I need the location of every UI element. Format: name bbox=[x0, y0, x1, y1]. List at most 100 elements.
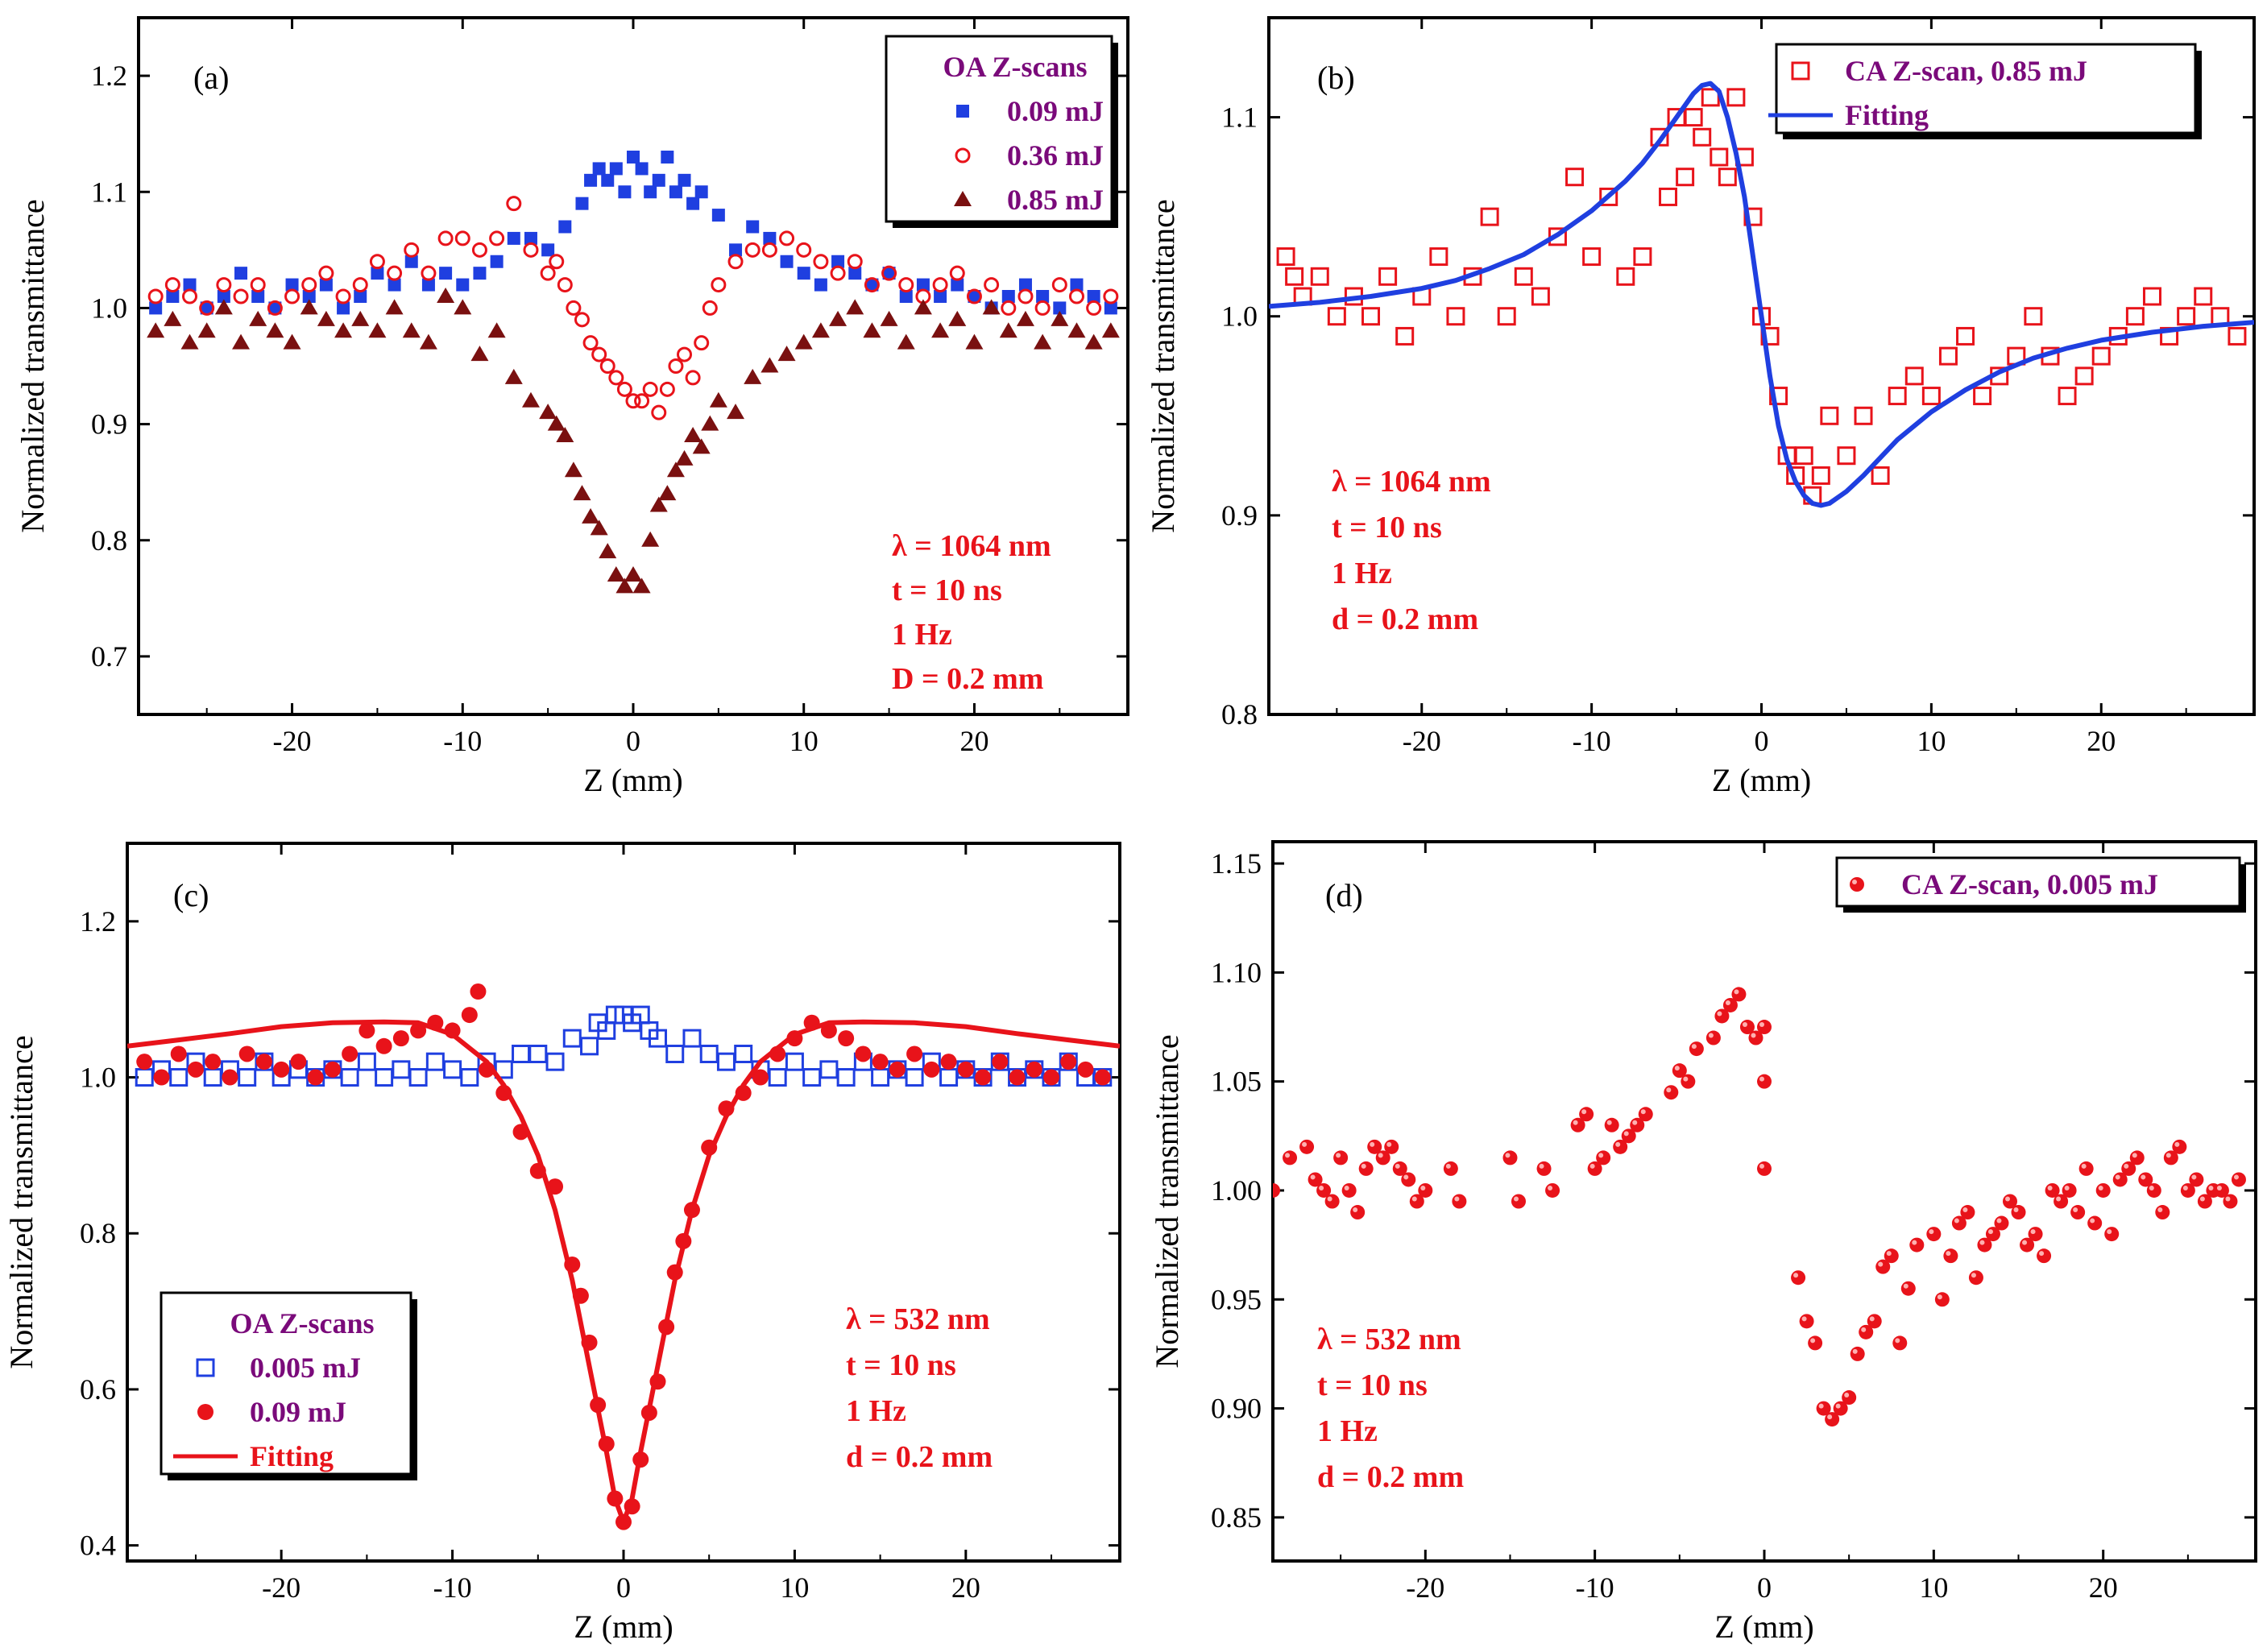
y-tick-label: 1.0 bbox=[1221, 300, 1258, 333]
data-point-highlight bbox=[1937, 1294, 1942, 1300]
data-point-highlight bbox=[1759, 1022, 1764, 1028]
data-point-highlight bbox=[1285, 1153, 1291, 1158]
legend: CA Z-scan, 0.85 mJ Fitting bbox=[1768, 43, 2202, 139]
data-point bbox=[802, 1068, 822, 1087]
data-point bbox=[1884, 1248, 1899, 1264]
data-point bbox=[2024, 307, 2043, 326]
data-point bbox=[437, 288, 455, 303]
data-point bbox=[863, 322, 881, 338]
data-point bbox=[641, 531, 660, 547]
data-point bbox=[999, 322, 1017, 338]
y-tick-label: 0.90 bbox=[1211, 1393, 1262, 1425]
data-point-highlight bbox=[2115, 1174, 2120, 1180]
data-point bbox=[1324, 1194, 1340, 1209]
data-point-highlight bbox=[1302, 1141, 1308, 1147]
legend-entry-label: CA Z-scan, 0.005 mJ bbox=[1901, 868, 2158, 901]
data-point bbox=[635, 162, 649, 176]
data-point-highlight bbox=[2208, 1185, 2214, 1190]
data-point bbox=[1001, 300, 1017, 316]
data-point bbox=[1480, 207, 1499, 226]
data-point bbox=[1452, 1194, 1467, 1209]
data-point bbox=[1799, 1314, 1814, 1329]
data-point bbox=[437, 230, 454, 246]
data-point bbox=[632, 578, 651, 594]
data-point bbox=[692, 438, 711, 454]
data-point bbox=[2194, 287, 2213, 306]
fit-curve bbox=[1269, 81, 2254, 508]
data-point bbox=[1808, 1335, 1823, 1351]
data-point bbox=[1497, 307, 1516, 326]
panel-a: -20 -10 0 10 20 0.7 0.8 0.9 1.0 1.1 1.2 Z (mm) Norma… bbox=[15, 16, 1129, 798]
data-point bbox=[2231, 1172, 2246, 1187]
data-point bbox=[2058, 387, 2077, 406]
data-point bbox=[368, 322, 387, 338]
data-point bbox=[582, 335, 599, 351]
data-point bbox=[387, 265, 403, 281]
data-point-highlight bbox=[1818, 1403, 1824, 1409]
data-point bbox=[838, 1030, 855, 1047]
data-point bbox=[170, 1045, 187, 1062]
data-point-highlight bbox=[1623, 1131, 1629, 1137]
data-point-highlight bbox=[1361, 1163, 1366, 1169]
data-point bbox=[1726, 88, 1746, 107]
legend: OA Z-scans 0.005 mJ 0.09 mJ Fitting bbox=[160, 1291, 417, 1480]
legend-marker-symbol bbox=[197, 1404, 213, 1420]
y-axis-label: Normalized transmittance bbox=[1149, 1034, 1185, 1368]
data-point bbox=[1446, 307, 1465, 326]
data-point bbox=[777, 346, 796, 362]
data-point bbox=[1757, 1161, 1772, 1176]
data-point-highlight bbox=[1861, 1327, 1867, 1332]
data-point bbox=[232, 333, 251, 350]
data-point-highlight bbox=[1411, 1196, 1417, 1202]
annotation-text: 1 Hz bbox=[846, 1394, 906, 1428]
data-point bbox=[699, 1044, 719, 1063]
x-tick-label: 20 bbox=[951, 1571, 980, 1604]
data-point bbox=[648, 1029, 667, 1048]
series-fitting bbox=[127, 1019, 1120, 1525]
legend-entry-label: 0.36 mJ bbox=[1007, 139, 1104, 172]
data-point bbox=[761, 242, 777, 258]
data-point bbox=[342, 1045, 358, 1062]
data-point bbox=[615, 578, 634, 594]
legend-marker-symbol bbox=[1852, 880, 1857, 884]
data-point bbox=[351, 310, 370, 326]
data-point bbox=[727, 254, 744, 270]
y-tick-label: 0.9 bbox=[1221, 499, 1258, 532]
data-point bbox=[1327, 307, 1346, 326]
panel-label: (c) bbox=[173, 877, 209, 913]
data-point-highlight bbox=[2157, 1207, 2163, 1213]
panel-label: (a) bbox=[193, 60, 229, 96]
data-point bbox=[2062, 1182, 2077, 1198]
data-point bbox=[443, 1060, 462, 1079]
data-point bbox=[1418, 1182, 1433, 1198]
legend-box bbox=[1835, 856, 2241, 908]
data-point bbox=[1616, 267, 1635, 286]
legend-title: OA Z-scans bbox=[943, 51, 1087, 83]
data-point bbox=[678, 173, 691, 187]
data-point bbox=[2070, 1205, 2086, 1220]
data-point-highlight bbox=[1759, 1076, 1764, 1082]
data-point bbox=[608, 370, 624, 386]
data-point bbox=[819, 1060, 839, 1079]
data-point bbox=[746, 220, 760, 234]
data-point bbox=[494, 1060, 513, 1079]
data-point bbox=[541, 243, 555, 257]
panel-b: -20 -10 0 10 20 0.8 0.9 1.0 1.1 Z (mm) Normalized … bbox=[1145, 16, 2256, 798]
legend-marker-symbol bbox=[956, 105, 969, 118]
data-point bbox=[652, 173, 665, 187]
data-point bbox=[357, 1052, 376, 1071]
data-point-highlight bbox=[1674, 1066, 1680, 1071]
data-point bbox=[504, 368, 523, 384]
data-point bbox=[1384, 1139, 1399, 1154]
data-point bbox=[283, 333, 301, 350]
data-point bbox=[982, 299, 1001, 315]
data-point bbox=[1664, 1085, 1679, 1100]
data-point-highlight bbox=[1666, 1087, 1672, 1093]
data-point bbox=[1068, 288, 1084, 304]
data-point bbox=[1718, 168, 1737, 187]
data-point-highlight bbox=[1987, 1229, 1993, 1235]
data-point bbox=[601, 173, 615, 187]
data-point bbox=[1693, 127, 1712, 147]
data-point bbox=[905, 1068, 924, 1087]
data-point bbox=[780, 255, 794, 268]
